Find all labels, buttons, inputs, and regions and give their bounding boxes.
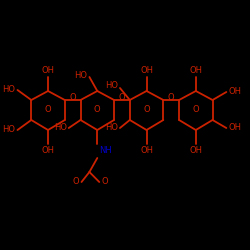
Text: OH: OH: [140, 146, 153, 155]
Text: OH: OH: [140, 66, 153, 75]
Text: NH: NH: [99, 146, 112, 155]
Text: O: O: [45, 106, 51, 114]
Text: O: O: [118, 94, 125, 102]
Text: O: O: [69, 94, 76, 102]
Text: O: O: [168, 94, 174, 102]
Text: HO: HO: [105, 82, 118, 90]
Text: O: O: [192, 106, 199, 114]
Text: HO: HO: [54, 124, 67, 132]
Text: O: O: [101, 178, 108, 186]
Text: OH: OH: [42, 146, 54, 155]
Text: OH: OH: [228, 88, 241, 96]
Text: O: O: [94, 106, 100, 114]
Text: O: O: [143, 106, 150, 114]
Text: OH: OH: [189, 146, 202, 155]
Text: O: O: [73, 178, 80, 186]
Text: OH: OH: [189, 66, 202, 75]
Text: OH: OH: [228, 124, 241, 132]
Text: HO: HO: [2, 86, 16, 94]
Text: HO: HO: [105, 124, 118, 132]
Text: HO: HO: [74, 70, 88, 80]
Text: HO: HO: [2, 126, 16, 134]
Text: OH: OH: [42, 66, 54, 75]
